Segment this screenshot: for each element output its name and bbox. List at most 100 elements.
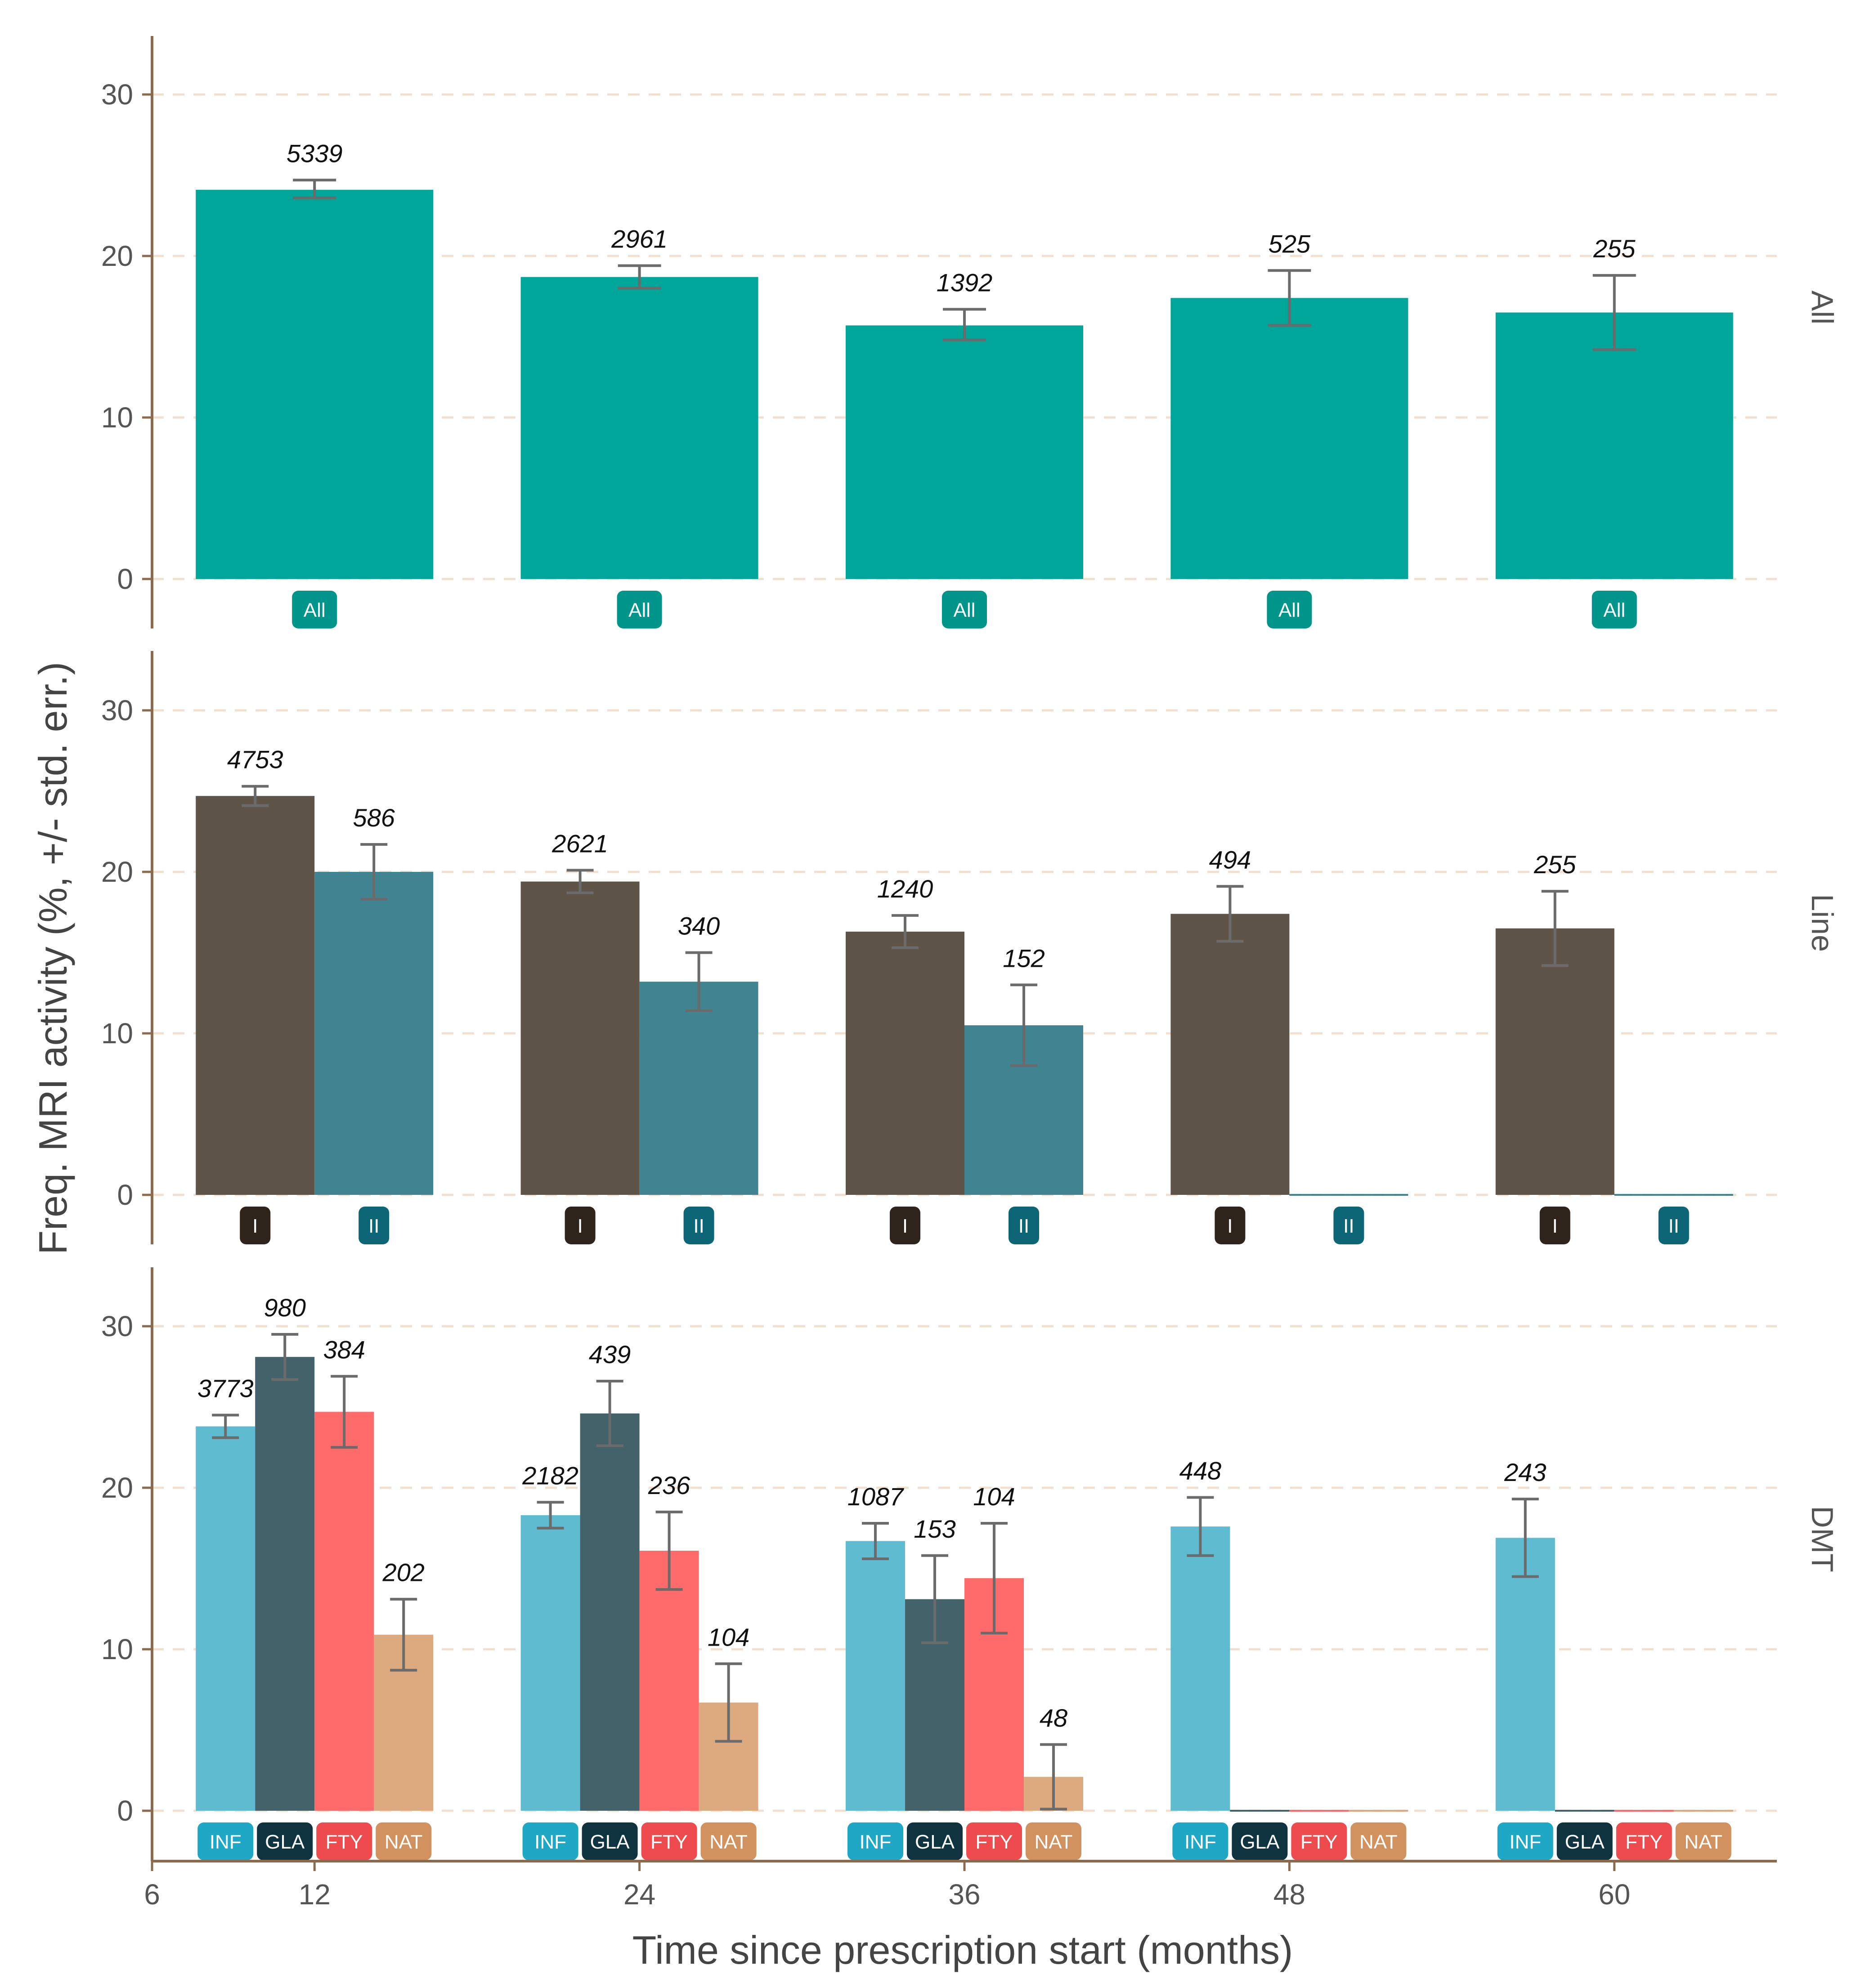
badge-label-gla: GLA <box>590 1831 630 1853</box>
bar-fty <box>639 1551 699 1811</box>
badge-fty <box>641 1822 697 1860</box>
count-label: 586 <box>353 803 395 832</box>
badge-label-inf: INF <box>1184 1831 1216 1853</box>
count-label: 340 <box>678 912 720 940</box>
bar-i <box>520 881 640 1195</box>
badge-ii <box>1658 1207 1689 1244</box>
badge-inf <box>522 1822 578 1860</box>
axes-layer: Freq. MRI activity (%, +/- std. err.) Ti… <box>31 36 1777 1972</box>
badge-label-inf: INF <box>534 1831 566 1853</box>
badge-label-i: I <box>902 1215 908 1237</box>
badge-label-fty: FTY <box>1300 1831 1338 1853</box>
y-tick-label: 20 <box>101 856 133 888</box>
badge-label-i: I <box>577 1215 583 1237</box>
bars-layer <box>196 189 1733 1812</box>
badge-label-nat: NAT <box>1359 1831 1398 1853</box>
x-tick-label: 12 <box>299 1878 331 1911</box>
count-label: 384 <box>323 1335 365 1364</box>
count-label: 525 <box>1269 229 1311 258</box>
badge-label-all: All <box>954 599 976 621</box>
badge-inf <box>847 1822 903 1860</box>
facet-label-all: All <box>1805 291 1839 325</box>
bar-gla <box>580 1413 640 1811</box>
badge-all <box>1267 591 1312 628</box>
badge-ii <box>1333 1207 1364 1244</box>
y-axis-title: Freq. MRI activity (%, +/- std. err.) <box>31 662 75 1255</box>
badge-label-gla: GLA <box>265 1831 305 1853</box>
badge-label-nat: NAT <box>1035 1831 1073 1853</box>
y-tick-label: 20 <box>101 240 133 272</box>
bar-all <box>846 325 1083 579</box>
count-label: 448 <box>1179 1457 1221 1485</box>
bar-inf <box>1495 1538 1555 1811</box>
badge-label-all: All <box>1603 599 1625 621</box>
x-axis-title: Time since prescription start (months) <box>632 1928 1293 1972</box>
badge-gla <box>907 1822 963 1860</box>
x-tick-label: 60 <box>1598 1878 1630 1911</box>
facet-labels-layer: All Line DMT <box>1805 291 1839 1572</box>
count-label: 3773 <box>197 1374 254 1402</box>
count-label: 4753 <box>227 745 283 774</box>
count-label: 5339 <box>287 139 343 167</box>
y-tick-label: 20 <box>101 1472 133 1504</box>
bar-gla <box>255 1357 315 1811</box>
count-label: 236 <box>648 1471 690 1499</box>
count-label: 1392 <box>937 268 993 296</box>
count-label: 1240 <box>877 875 933 903</box>
x-tick-label: 36 <box>948 1878 980 1911</box>
count-label: 255 <box>1533 850 1576 879</box>
badge-nat <box>1026 1822 1081 1860</box>
badge-i <box>1215 1207 1246 1244</box>
badge-fty <box>966 1822 1022 1860</box>
badge-label-nat: NAT <box>709 1831 748 1853</box>
bar-ii <box>314 872 434 1195</box>
badge-label-fty: FTY <box>650 1831 688 1853</box>
badge-label-ii: II <box>368 1215 379 1237</box>
badge-inf <box>197 1822 254 1860</box>
badge-label-ii: II <box>1018 1215 1029 1237</box>
badge-nat <box>1675 1822 1731 1860</box>
x-tick-label: 6 <box>144 1878 160 1911</box>
x-tick-label: 24 <box>623 1878 655 1911</box>
badge-fty <box>316 1822 372 1860</box>
badge-all <box>942 591 987 628</box>
bar-ii <box>639 982 758 1195</box>
error-bars-layer <box>212 179 1636 1811</box>
badge-all <box>292 591 337 628</box>
count-labels-layer: 5339 2961 1392 525 255 4753 586 2621 340 1240 152 4… <box>197 139 1636 1732</box>
badge-ii <box>1009 1207 1039 1244</box>
badge-inf <box>1172 1822 1228 1860</box>
bar-i <box>1170 914 1290 1195</box>
badge-gla <box>257 1822 313 1860</box>
badge-label-i: I <box>1227 1215 1233 1237</box>
badge-label-fty: FTY <box>975 1831 1013 1853</box>
badge-all <box>1592 591 1637 628</box>
badge-gla <box>582 1822 638 1860</box>
badge-i <box>565 1207 596 1244</box>
y-tick-label: 30 <box>101 694 133 727</box>
badge-nat <box>1350 1822 1407 1860</box>
badge-label-nat: NAT <box>1684 1831 1722 1853</box>
count-label: 243 <box>1504 1458 1546 1486</box>
y-tick-label: 10 <box>101 1633 133 1665</box>
y-tick-label: 0 <box>117 1179 133 1211</box>
badge-all <box>617 591 662 628</box>
y-tick-label: 0 <box>117 1795 133 1827</box>
count-label: 255 <box>1593 234 1636 263</box>
badge-gla <box>1232 1822 1288 1860</box>
y-tick-label: 30 <box>101 1310 133 1342</box>
facet-label-line: Line <box>1805 894 1839 952</box>
bar-all <box>196 189 434 579</box>
y-tick-label: 0 <box>117 563 133 595</box>
badge-ii <box>359 1207 390 1244</box>
y-tick-label: 10 <box>101 1017 133 1050</box>
badge-label-ii: II <box>693 1215 704 1237</box>
badge-label-inf: INF <box>1509 1831 1541 1853</box>
count-label: 980 <box>264 1293 305 1322</box>
count-label: 2961 <box>611 225 668 253</box>
count-label: 2621 <box>551 829 608 857</box>
count-label: 104 <box>973 1482 1015 1511</box>
count-label: 104 <box>708 1623 749 1651</box>
